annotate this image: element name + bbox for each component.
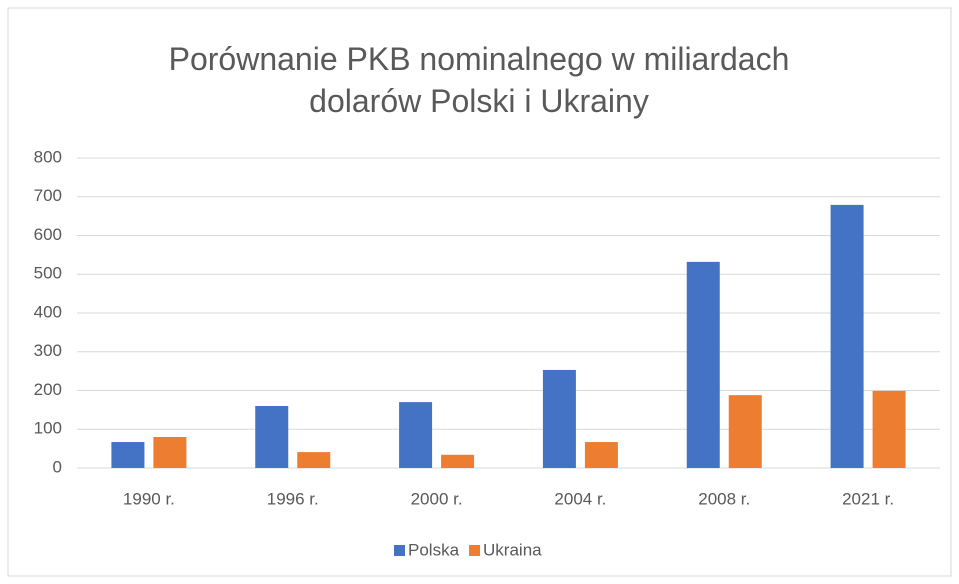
legend-swatch	[394, 545, 405, 556]
bar	[872, 390, 906, 468]
bar	[153, 437, 187, 468]
bar	[399, 402, 433, 468]
x-tick-label: 2021 r.	[842, 489, 894, 508]
y-tick-label: 700	[34, 186, 62, 205]
x-tick-label: 2000 r.	[411, 489, 463, 508]
chart-title: Porównanie PKB nominalnego w miliardach …	[168, 41, 790, 119]
y-tick-label: 0	[53, 457, 62, 476]
y-tick-label: 200	[34, 380, 62, 399]
legend-label: Ukraina	[483, 540, 542, 559]
y-tick-label: 400	[34, 302, 62, 321]
bar	[728, 395, 762, 468]
bar	[111, 442, 145, 468]
chart-border	[7, 7, 952, 577]
legend-label: Polska	[408, 540, 460, 559]
y-tick-label: 600	[34, 225, 62, 244]
y-tick-label: 100	[34, 419, 62, 438]
legend-swatch	[469, 545, 481, 556]
bar	[686, 261, 720, 468]
x-tick-label: 2008 r.	[698, 489, 750, 508]
bar	[255, 406, 289, 468]
bar	[542, 369, 576, 468]
bar	[584, 442, 618, 468]
y-tick-label: 300	[34, 341, 62, 360]
x-tick-label: 1996 r.	[267, 489, 319, 508]
bar	[830, 204, 864, 468]
x-tick-label: 2004 r.	[554, 489, 606, 508]
bar	[441, 454, 475, 468]
bar	[297, 452, 331, 468]
y-tick-label: 800	[34, 147, 62, 166]
y-tick-label: 500	[34, 264, 62, 283]
x-tick-label: 1990 r.	[123, 489, 175, 508]
